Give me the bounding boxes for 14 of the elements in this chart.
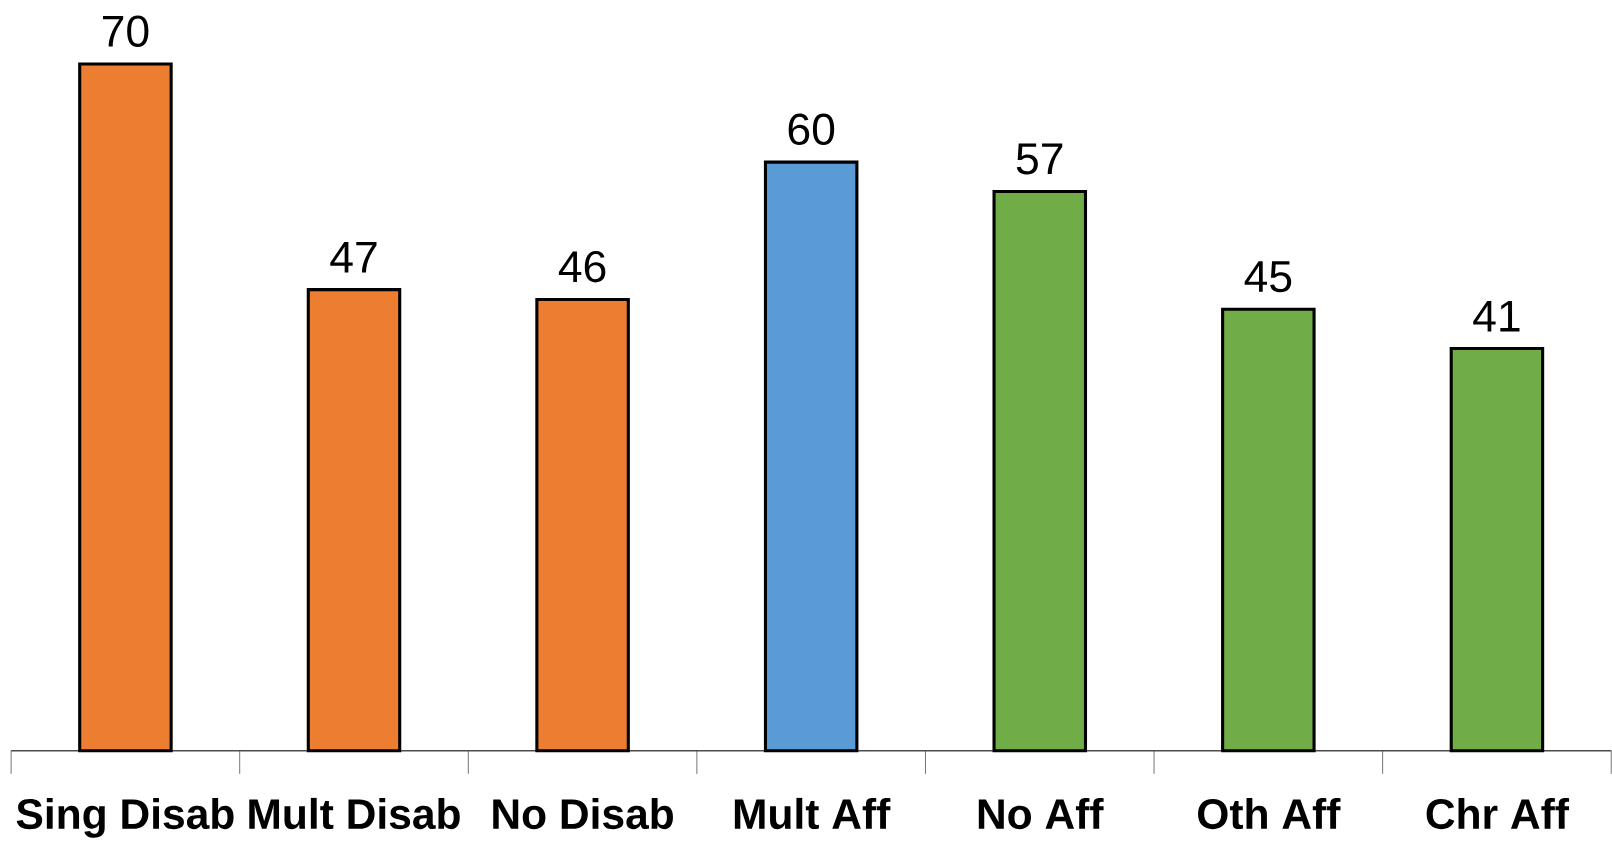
data-label: 47	[330, 241, 377, 273]
x-tick-label: No Aff	[978, 797, 1104, 830]
data-label: 45	[1244, 261, 1292, 293]
x-tick-label: Mult Disab	[249, 797, 460, 830]
data-label: 46	[558, 250, 606, 283]
data-label: 41	[1473, 300, 1520, 332]
data-label: 60	[788, 113, 835, 145]
x-tick-label: No Disab	[493, 797, 673, 830]
x-tick-label: Chr Aff	[1426, 797, 1570, 830]
x-tick-label: Sing Disab	[16, 797, 234, 838]
data-label: 57	[1016, 143, 1063, 175]
data-label: 70	[102, 15, 149, 47]
x-tick-label: Mult Aff	[734, 797, 891, 830]
x-tick-label: Oth Aff	[1198, 797, 1341, 830]
